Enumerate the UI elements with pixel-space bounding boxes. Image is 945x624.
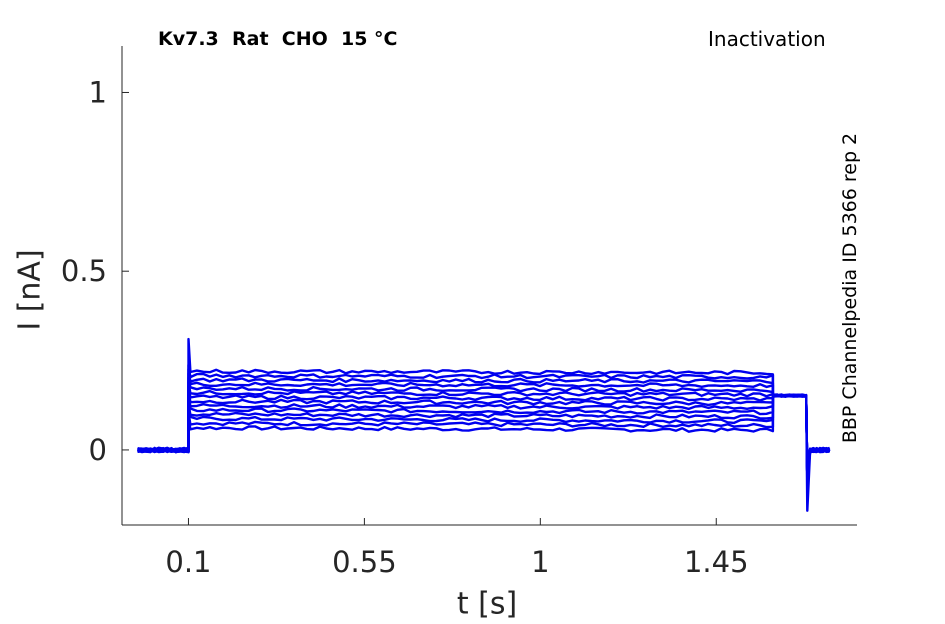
y-tick-label: 1 bbox=[89, 75, 107, 109]
protocol-label: Inactivation bbox=[708, 27, 826, 51]
current-trace bbox=[137, 376, 831, 480]
current-trace bbox=[136, 393, 830, 480]
y-tick-label: 0 bbox=[89, 433, 107, 467]
current-trace bbox=[137, 363, 830, 480]
x-tick-label: 0.1 bbox=[165, 545, 211, 579]
current-trace bbox=[137, 337, 830, 512]
y-axis-label: I [nA] bbox=[12, 249, 48, 331]
current-traces bbox=[136, 337, 831, 512]
source-label: BBP Channelpedia ID 5366 rep 2 bbox=[839, 132, 861, 444]
current-trace bbox=[136, 393, 830, 480]
current-trace bbox=[137, 393, 830, 480]
current-trace bbox=[137, 372, 831, 480]
y-tick-label: 0.5 bbox=[61, 254, 107, 288]
current-trace bbox=[137, 393, 831, 480]
ticks: 0.1 0.55 1 1.45 0 0.5 1 bbox=[61, 75, 749, 579]
current-trace bbox=[137, 389, 831, 480]
current-trace bbox=[137, 393, 830, 480]
current-trace bbox=[137, 393, 831, 480]
x-tick-label: 1.45 bbox=[684, 545, 749, 579]
x-tick-label: 1 bbox=[531, 545, 549, 579]
current-trace bbox=[137, 380, 830, 480]
chart-title: Kv7.3 Rat CHO 15 °C bbox=[158, 28, 398, 50]
x-tick-label: 0.55 bbox=[332, 545, 397, 579]
x-axis-label: t [s] bbox=[456, 586, 518, 622]
current-trace bbox=[137, 367, 830, 480]
current-trace bbox=[137, 385, 831, 480]
axes bbox=[121, 46, 857, 526]
